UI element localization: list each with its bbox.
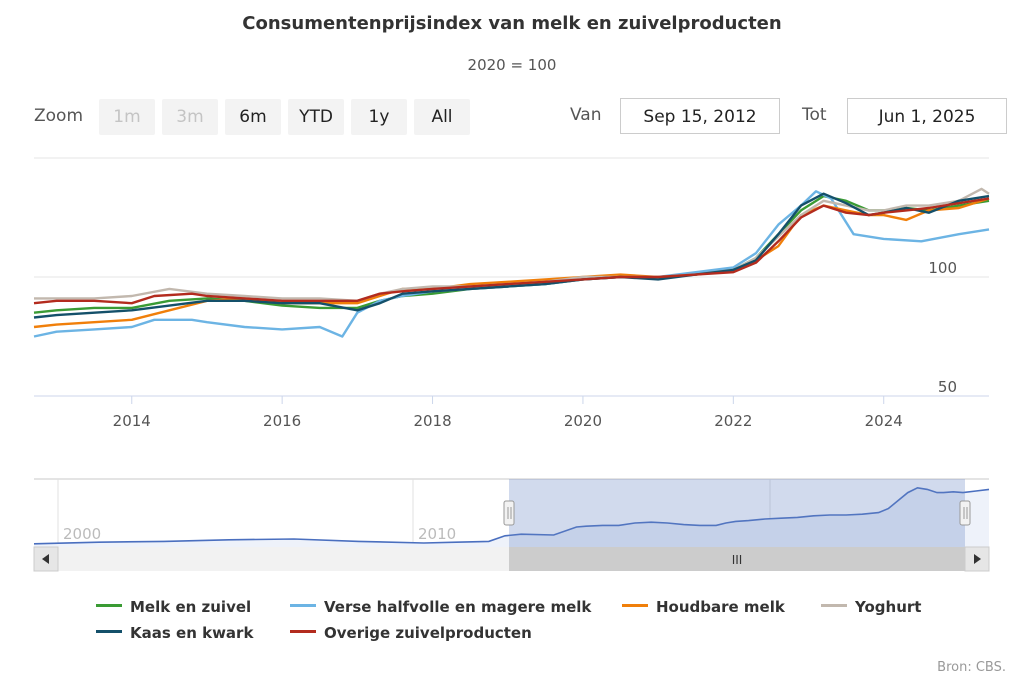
zoom-6m-button[interactable]: 6m bbox=[225, 99, 281, 135]
credits[interactable]: Bron: CBS. bbox=[937, 660, 1006, 675]
legend-label: Houdbare melk bbox=[656, 598, 785, 616]
navigator[interactable]: 2000 2010 2020 III bbox=[0, 475, 1024, 575]
legend-item-kaas-en-kwark[interactable]: Kaas en kwark bbox=[96, 624, 253, 642]
legend-item-melk-en-zuivel[interactable]: Melk en zuivel bbox=[96, 598, 251, 616]
series-line-yoghurt[interactable] bbox=[34, 187, 990, 302]
x-tick-label: 2024 bbox=[865, 412, 903, 430]
navigator-tick-label: 2000 bbox=[63, 525, 101, 543]
series-line-overige-zuivelproducten[interactable] bbox=[33, 197, 990, 305]
zoom-3m-button[interactable]: 3m bbox=[162, 99, 218, 135]
x-tick-label: 2016 bbox=[263, 412, 301, 430]
navigator-tick-label: 2010 bbox=[418, 525, 456, 543]
x-tick-label: 2022 bbox=[714, 412, 752, 430]
y-tick-label: 50 bbox=[938, 378, 957, 396]
zoom-1m-button[interactable]: 1m bbox=[99, 99, 155, 135]
y-tick-label: 100 bbox=[928, 259, 957, 277]
legend-swatch bbox=[96, 630, 122, 633]
legend-label: Overige zuivelproducten bbox=[324, 624, 532, 642]
navigator-right-handle[interactable] bbox=[959, 500, 971, 526]
scroll-left-button[interactable] bbox=[33, 546, 59, 572]
range-from-label: Van bbox=[570, 105, 602, 125]
x-tick-label: 2018 bbox=[413, 412, 451, 430]
navigator-selection[interactable] bbox=[509, 479, 965, 547]
range-to-label: Tot bbox=[802, 105, 827, 125]
legend-swatch bbox=[622, 604, 648, 607]
legend-item-yoghurt[interactable]: Yoghurt bbox=[821, 598, 921, 616]
legend-item-verse-melk[interactable]: Verse halfvolle en magere melk bbox=[290, 598, 591, 616]
arrow-right-icon bbox=[974, 554, 981, 564]
range-to-input[interactable]: Jun 1, 2025 bbox=[847, 98, 1007, 134]
zoom-all-button[interactable]: All bbox=[414, 99, 470, 135]
legend-label: Verse halfvolle en magere melk bbox=[324, 598, 592, 616]
series-line-houdbare-melk[interactable] bbox=[33, 197, 990, 329]
legend-swatch bbox=[96, 604, 122, 607]
navigator-area bbox=[34, 487, 989, 547]
scrollbar-thumb[interactable] bbox=[509, 547, 965, 571]
main-chart[interactable]: 50 100 2014 2016 2018 2020 2022 2024 bbox=[0, 150, 1024, 440]
navigator-left-handle[interactable] bbox=[503, 500, 515, 526]
legend-swatch bbox=[290, 604, 316, 607]
zoom-ytd-button[interactable]: YTD bbox=[288, 99, 344, 135]
scrollbar-grip: III bbox=[732, 553, 743, 567]
arrow-left-icon bbox=[42, 554, 49, 564]
legend-label: Kaas en kwark bbox=[130, 624, 254, 642]
legend-swatch bbox=[821, 604, 847, 607]
chart-subtitle: 2020 = 100 bbox=[467, 56, 557, 74]
chart-title: Consumentenprijsindex van melk en zuivel… bbox=[242, 13, 782, 34]
range-from-input[interactable]: Sep 15, 2012 bbox=[620, 98, 780, 134]
zoom-1y-button[interactable]: 1y bbox=[351, 99, 407, 135]
legend-label: Yoghurt bbox=[855, 598, 922, 616]
zoom-label: Zoom bbox=[34, 106, 84, 126]
legend-label: Melk en zuivel bbox=[130, 598, 252, 616]
navigator-line bbox=[33, 486, 990, 545]
legend-item-overige-zuivel[interactable]: Overige zuivelproducten bbox=[290, 624, 532, 642]
x-tick-label: 2014 bbox=[113, 412, 151, 430]
legend-item-houdbare-melk[interactable]: Houdbare melk bbox=[622, 598, 785, 616]
legend-swatch bbox=[290, 630, 316, 633]
scroll-right-button[interactable] bbox=[964, 546, 990, 572]
x-tick-label: 2020 bbox=[564, 412, 602, 430]
